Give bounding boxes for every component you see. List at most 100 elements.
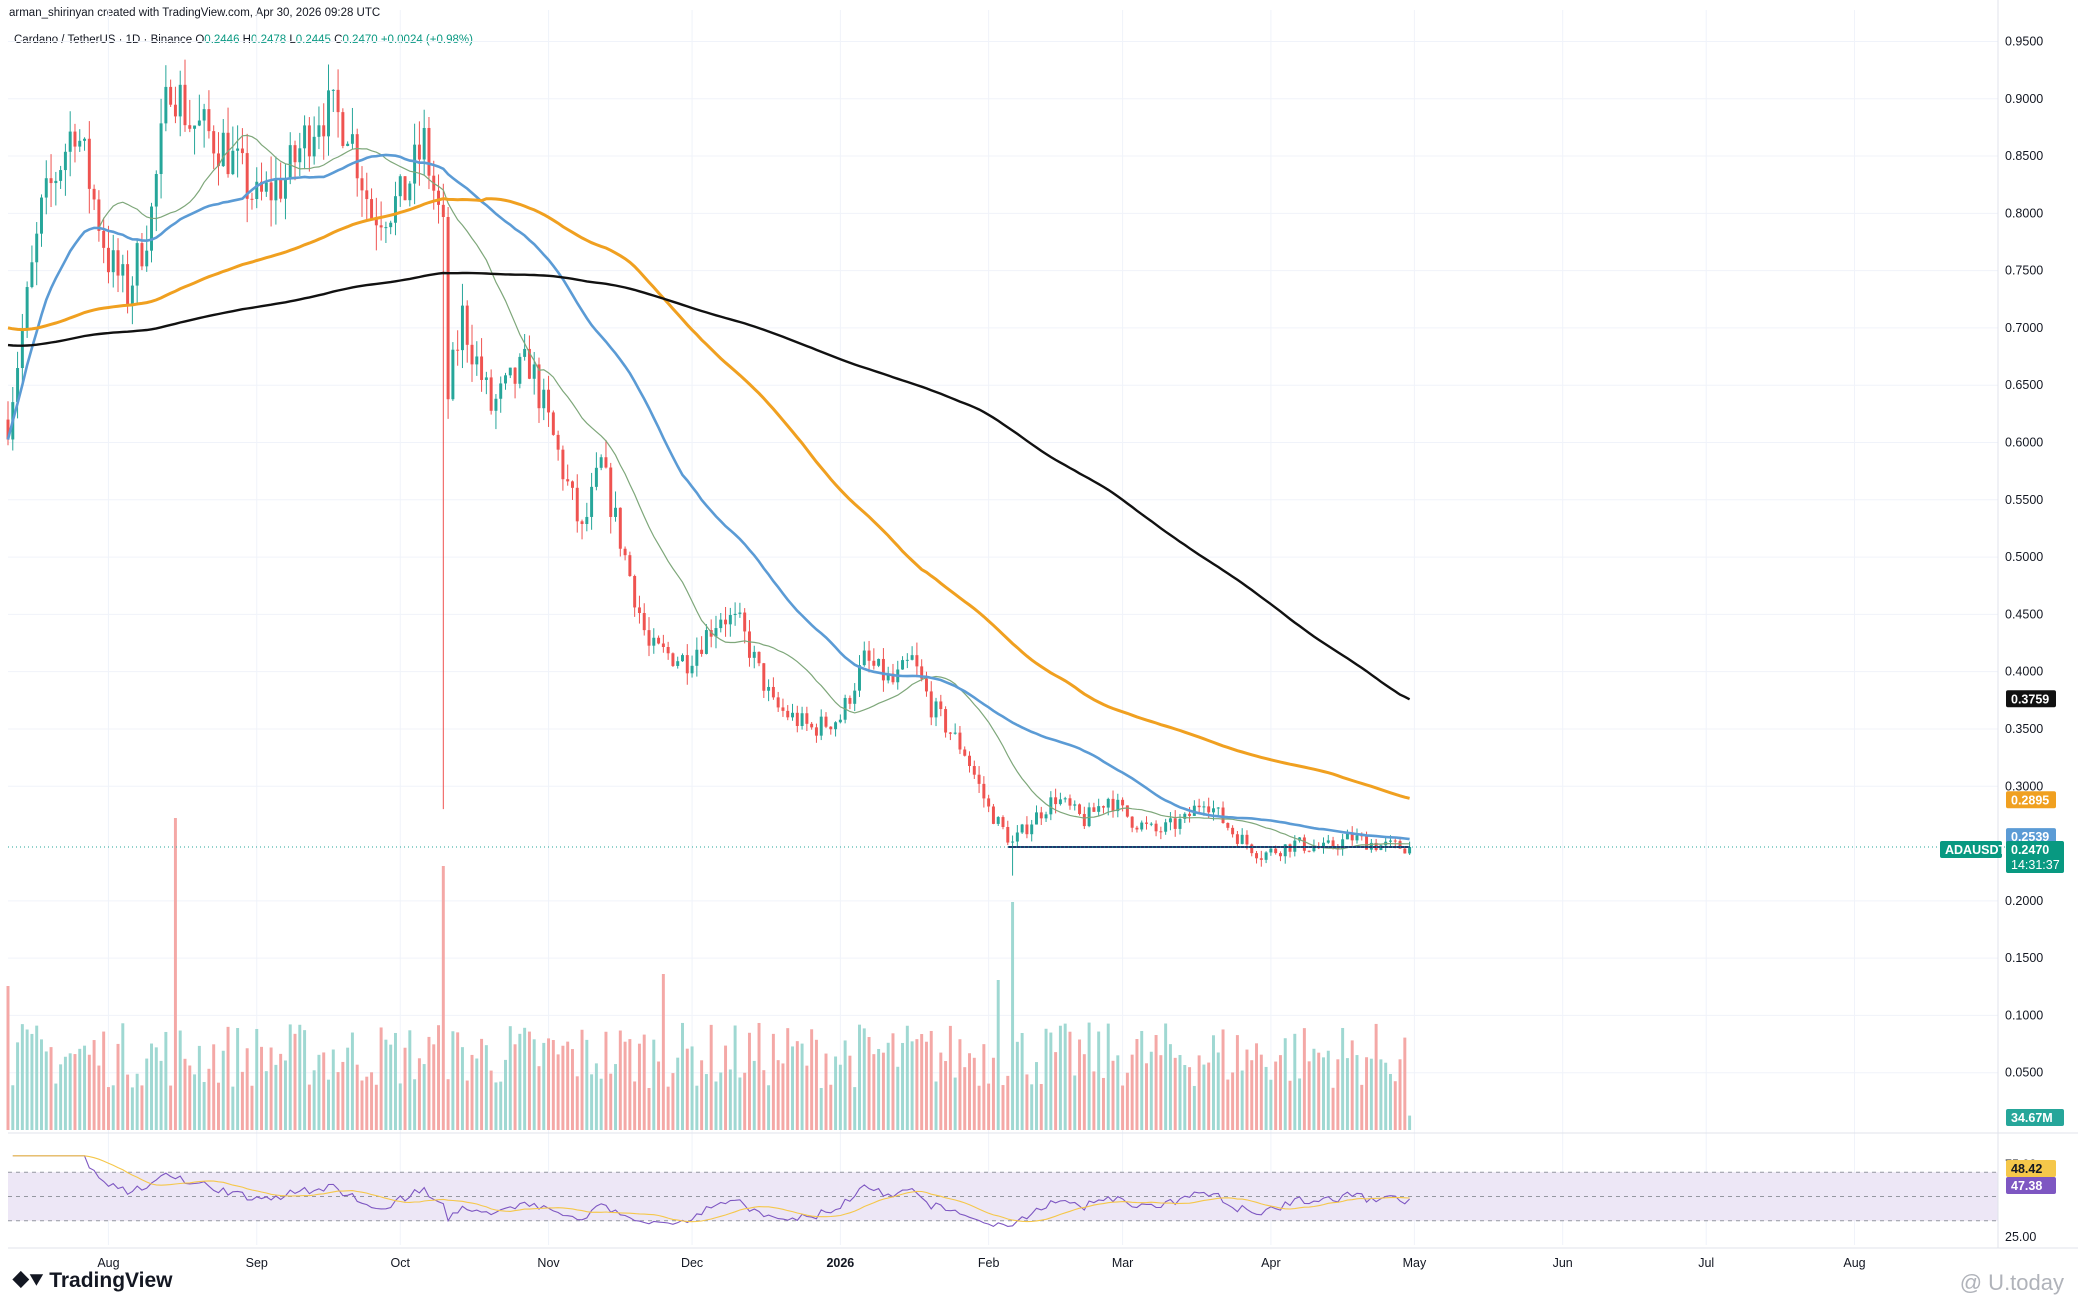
candle [1001, 815, 1005, 830]
candle [408, 181, 412, 207]
volume-bar [1125, 1072, 1129, 1130]
volume-bar [1197, 1055, 1201, 1130]
candle-body [671, 653, 675, 666]
volume-bar [1226, 1079, 1230, 1130]
volume-bar [63, 1056, 67, 1130]
volume-bar [202, 1081, 206, 1130]
candle [929, 681, 933, 726]
candle-body [810, 723, 814, 728]
volume-bar [92, 1040, 96, 1130]
ma-20-line [7, 134, 1410, 850]
candle [700, 636, 704, 657]
candle [652, 628, 656, 654]
candle [1149, 822, 1153, 827]
tradingview-logo[interactable]: ⯁⯆ TradingView [12, 1268, 173, 1294]
ohlc-label: H [239, 34, 251, 46]
candle [1288, 843, 1292, 858]
volume-bar [666, 1086, 670, 1130]
volume-bar [786, 1028, 790, 1130]
candle [197, 94, 201, 127]
volume-bar [20, 1024, 24, 1130]
candle-body [456, 349, 460, 351]
volume-bar [336, 1072, 340, 1130]
candle-body [1159, 831, 1163, 833]
volume-bar [982, 1044, 986, 1130]
candle [580, 519, 584, 540]
candle [260, 162, 264, 201]
candle-body [532, 364, 536, 379]
candle [996, 816, 1000, 826]
volume-bar [585, 1039, 589, 1130]
volume-bar [346, 1047, 350, 1130]
candle-body [350, 134, 354, 144]
candle-body [1216, 807, 1220, 809]
candle [905, 653, 909, 669]
candle-body [968, 755, 971, 767]
candle-body [59, 170, 63, 181]
candle [570, 480, 574, 500]
volume-bar [781, 1063, 785, 1130]
volume-bar [417, 1058, 421, 1130]
volume-bar [566, 1041, 570, 1130]
volume-bar [924, 1041, 928, 1130]
candle [130, 276, 134, 325]
price-tick-label: 0.8000 [2005, 206, 2043, 220]
candle [599, 454, 603, 471]
price-tick-label: 0.9500 [2005, 34, 2043, 48]
candle-body [987, 798, 991, 807]
candle-body [1121, 799, 1125, 806]
candle [106, 225, 110, 284]
candle-body [40, 197, 43, 234]
candle [1317, 842, 1321, 850]
volume-bar [1264, 1066, 1268, 1130]
volume-bar [49, 1047, 53, 1130]
candle-body [1054, 797, 1058, 805]
candle-body [767, 686, 771, 691]
candle-body [580, 521, 584, 525]
candle-body [1341, 839, 1345, 850]
candle-body [747, 631, 751, 658]
candle [250, 192, 254, 210]
volume-bar [393, 1032, 397, 1130]
price-tick-label: 0.5000 [2005, 550, 2043, 564]
volume-bar [197, 1045, 201, 1130]
candle [164, 65, 168, 132]
volume-bar [1374, 1023, 1378, 1130]
candle-body [303, 125, 307, 149]
volume-bar [1140, 1030, 1144, 1130]
volume-bar [403, 1047, 407, 1130]
candle-body [714, 628, 718, 637]
volume-bar [303, 1030, 307, 1130]
candle-body [604, 457, 608, 468]
volume-bar [322, 1052, 326, 1130]
candle [1078, 803, 1082, 816]
volume-bar [1049, 1032, 1053, 1130]
candle [303, 115, 307, 170]
volume-bar [891, 1033, 895, 1130]
volume-bar [25, 1029, 29, 1130]
rsi-badge-bg [2006, 1177, 2056, 1194]
candle-body [331, 89, 335, 91]
candle-body [1211, 808, 1215, 813]
ohlc-label: L [286, 34, 296, 46]
volume-bar [642, 1034, 646, 1130]
time-tick-label: 2026 [826, 1256, 854, 1270]
candle-body [1221, 807, 1225, 823]
price-tick-label: 0.6000 [2005, 436, 2043, 450]
candle-body [633, 576, 637, 608]
candle [145, 225, 149, 272]
candle-body [1035, 812, 1038, 825]
candle-body [963, 749, 967, 756]
time-tick-label: Oct [391, 1256, 411, 1270]
candles [6, 59, 1412, 876]
candle [1326, 834, 1330, 844]
volume-bar [958, 1039, 962, 1130]
candle-body [336, 89, 340, 113]
candle [939, 694, 943, 717]
volume-bar [1188, 1067, 1192, 1130]
volume-bar [929, 1030, 933, 1130]
candle [1011, 835, 1015, 876]
candle [872, 648, 876, 670]
candle [1307, 850, 1311, 853]
